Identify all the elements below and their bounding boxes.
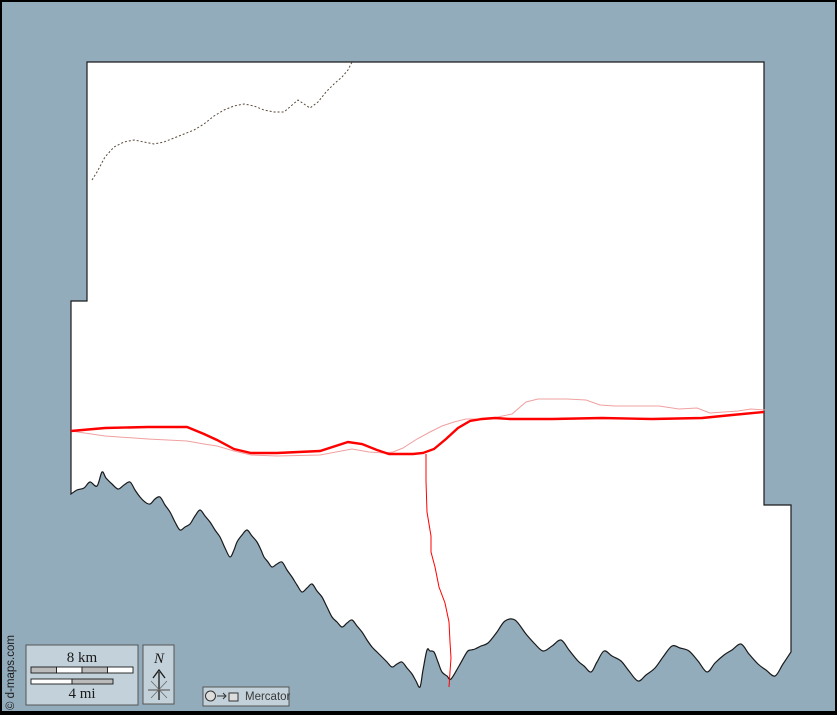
svg-text:8 km: 8 km xyxy=(67,650,98,666)
svg-text:N: N xyxy=(153,651,165,667)
svg-text:4 mi: 4 mi xyxy=(68,686,95,702)
svg-text:© d-maps.com: © d-maps.com xyxy=(5,635,17,710)
svg-text:Mercator: Mercator xyxy=(245,691,291,703)
